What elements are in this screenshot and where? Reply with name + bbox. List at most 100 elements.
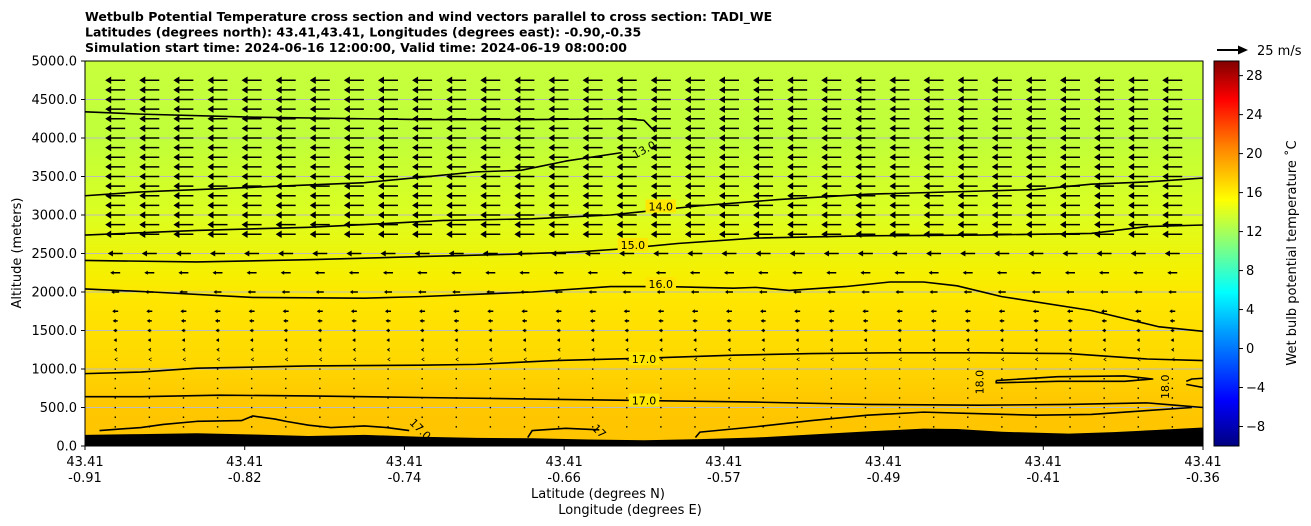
wind-vector	[718, 86, 739, 94]
wind-vector	[173, 211, 194, 219]
wind-vector	[352, 338, 356, 343]
wind-vector	[319, 387, 321, 390]
wind-vector	[692, 318, 698, 323]
wind-vector	[616, 86, 637, 94]
wind-vector	[241, 134, 262, 142]
wind-vector	[548, 163, 569, 171]
wind-vector	[991, 191, 1012, 200]
wind-vector	[928, 270, 939, 275]
wind-vector	[1128, 211, 1149, 219]
x-tick-label-lat: 43.41	[66, 455, 103, 470]
wind-vector	[864, 406, 867, 409]
wind-vector	[275, 230, 296, 239]
wind-vector	[787, 172, 808, 181]
wind-vector	[796, 416, 798, 418]
wind-vector	[828, 318, 834, 323]
wind-vector	[514, 182, 535, 190]
wind-vector	[284, 338, 288, 343]
wind-vector	[684, 191, 705, 200]
wind-vector	[692, 328, 697, 333]
wind-vector	[421, 378, 423, 380]
wind-vector	[446, 201, 467, 210]
wind-vector	[1162, 86, 1183, 94]
wind-vector	[139, 211, 160, 219]
wind-vector	[446, 220, 467, 229]
wind-vector	[1162, 105, 1183, 113]
wind-vector	[923, 163, 944, 171]
x-tick-label-lat: 43.41	[226, 455, 263, 470]
wind-vector	[795, 328, 800, 333]
wind-vector	[789, 250, 805, 257]
wind-vector	[139, 124, 160, 133]
wind-vector	[1059, 191, 1080, 200]
wind-vector	[285, 387, 287, 390]
wind-vector	[480, 134, 501, 142]
wind-vector	[214, 309, 221, 314]
x-tick-label-lon: -0.41	[1026, 471, 1060, 486]
wind-vector	[387, 378, 389, 380]
wind-vector	[514, 105, 535, 113]
wind-vector	[105, 143, 126, 152]
wind-vector	[343, 230, 364, 239]
wind-vector	[1103, 378, 1105, 380]
wind-vector	[855, 153, 876, 162]
wind-vector	[446, 211, 467, 219]
wind-vector	[658, 328, 663, 333]
wind-vector	[419, 309, 426, 314]
wind-vector	[250, 368, 253, 370]
wind-vector	[855, 201, 876, 210]
wind-vector	[616, 134, 637, 142]
wind-vector	[173, 172, 194, 181]
wind-vector	[173, 153, 194, 162]
wind-vector	[616, 220, 637, 229]
contour-label-bg	[617, 238, 649, 252]
wind-vector	[455, 357, 459, 362]
wind-vector	[147, 338, 151, 343]
wind-vector	[489, 357, 493, 362]
wind-vector	[548, 105, 569, 113]
wind-vector	[412, 95, 433, 104]
wind-vector	[718, 191, 739, 200]
wind-vector	[684, 163, 705, 171]
wind-vector	[718, 230, 739, 239]
wind-vector	[889, 124, 910, 133]
x-tick-label-lon: -0.82	[228, 471, 262, 486]
wind-vector	[353, 406, 355, 409]
wind-vector	[1133, 270, 1144, 275]
wind-vector	[343, 76, 364, 85]
wind-vector	[180, 309, 187, 314]
wind-vector	[718, 114, 739, 123]
wind-vector	[582, 76, 603, 85]
wind-vector	[821, 114, 842, 123]
wind-vector	[548, 76, 569, 85]
wind-vector	[285, 368, 287, 370]
wind-vector	[967, 368, 969, 370]
wind-vector	[521, 309, 528, 314]
wind-vector	[591, 378, 594, 380]
wind-vector	[626, 368, 628, 370]
wind-vector	[173, 134, 194, 142]
wind-vector	[996, 270, 1007, 275]
wind-vector	[826, 270, 837, 275]
wind-vector	[650, 124, 671, 133]
wind-vector	[523, 368, 526, 370]
wind-vector	[718, 76, 739, 85]
wind-vector	[957, 172, 978, 181]
wind-vector	[855, 114, 876, 123]
wind-vector	[182, 416, 185, 418]
wind-vector	[694, 378, 696, 380]
wind-vector	[556, 328, 561, 333]
wind-vector	[453, 318, 459, 323]
wind-vector	[418, 290, 427, 294]
wind-vector	[855, 105, 876, 113]
wind-vector	[1136, 347, 1140, 352]
wind-vector	[591, 387, 594, 390]
y-tick-label: 4000.0	[32, 132, 78, 147]
wind-vector	[762, 397, 764, 399]
wind-vector	[787, 153, 808, 162]
wind-vector	[182, 378, 185, 380]
wind-vector	[514, 134, 535, 142]
wind-vector	[1059, 76, 1080, 85]
wind-vector	[650, 76, 671, 85]
